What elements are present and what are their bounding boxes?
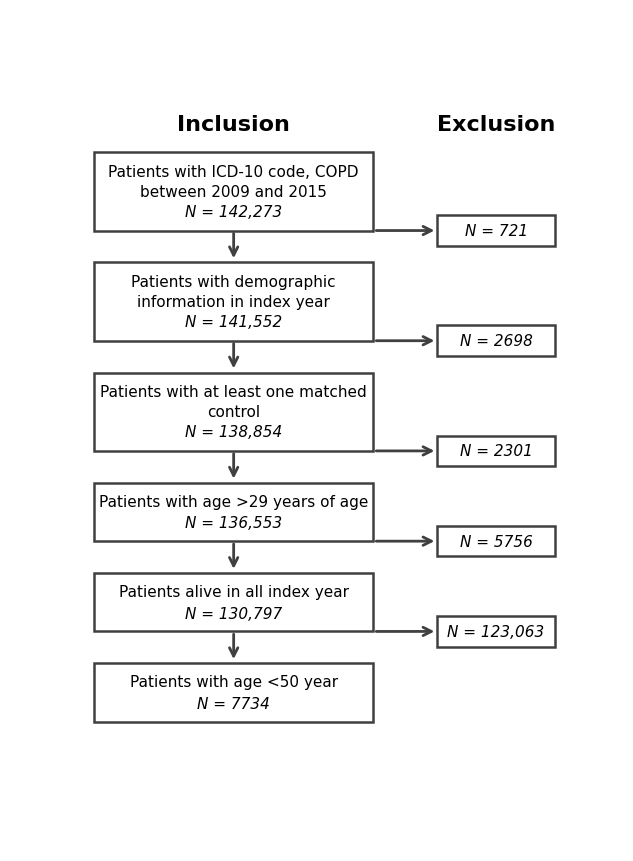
FancyBboxPatch shape xyxy=(437,216,555,246)
Text: Patients with at least one matched: Patients with at least one matched xyxy=(100,385,367,400)
Text: N = 2698: N = 2698 xyxy=(460,334,532,349)
Text: Inclusion: Inclusion xyxy=(177,115,290,134)
FancyBboxPatch shape xyxy=(94,664,373,722)
Text: N = 5756: N = 5756 xyxy=(460,534,532,549)
Text: Patients with age <50 year: Patients with age <50 year xyxy=(130,674,338,690)
FancyBboxPatch shape xyxy=(437,616,555,647)
Text: N = 123,063: N = 123,063 xyxy=(448,624,545,639)
Text: N = 2301: N = 2301 xyxy=(460,444,532,459)
FancyBboxPatch shape xyxy=(437,326,555,356)
Text: N = 130,797: N = 130,797 xyxy=(185,606,282,621)
Text: between 2009 and 2015: between 2009 and 2015 xyxy=(141,184,327,200)
FancyBboxPatch shape xyxy=(94,373,373,451)
Text: Patients with demographic: Patients with demographic xyxy=(131,275,336,290)
Text: information in index year: information in index year xyxy=(137,294,330,310)
Text: N = 136,553: N = 136,553 xyxy=(185,516,282,530)
Text: N = 141,552: N = 141,552 xyxy=(185,314,282,330)
Text: N = 138,854: N = 138,854 xyxy=(185,424,282,440)
FancyBboxPatch shape xyxy=(94,573,373,632)
Text: N = 721: N = 721 xyxy=(465,224,528,238)
FancyBboxPatch shape xyxy=(437,526,555,557)
Text: Exclusion: Exclusion xyxy=(437,115,555,134)
Text: control: control xyxy=(207,405,260,420)
Text: Patients with age >29 years of age: Patients with age >29 years of age xyxy=(99,494,368,509)
Text: Patients with ICD-10 code, COPD: Patients with ICD-10 code, COPD xyxy=(108,164,359,180)
Text: N = 7734: N = 7734 xyxy=(197,697,270,711)
Text: Patients alive in all index year: Patients alive in all index year xyxy=(118,584,349,599)
FancyBboxPatch shape xyxy=(94,153,373,232)
FancyBboxPatch shape xyxy=(94,483,373,542)
FancyBboxPatch shape xyxy=(437,437,555,467)
FancyBboxPatch shape xyxy=(94,263,373,341)
Text: N = 142,273: N = 142,273 xyxy=(185,205,282,220)
